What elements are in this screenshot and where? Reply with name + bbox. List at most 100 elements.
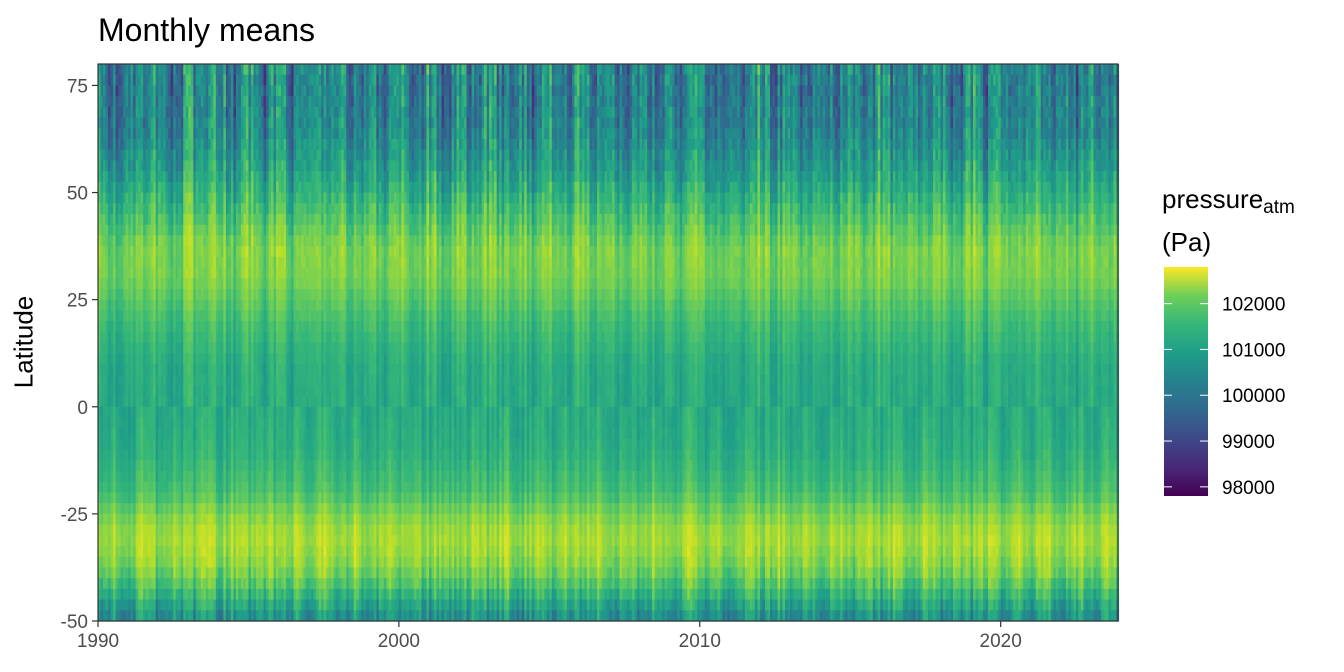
- heatmap-cell: [105, 235, 109, 247]
- heatmap-cell: [105, 267, 109, 279]
- heatmap-cell: [180, 267, 184, 279]
- heatmap-cell: [288, 588, 292, 601]
- heatmap-cell: [215, 428, 219, 440]
- heatmap-cell: [253, 610, 257, 622]
- heatmap-cell: [138, 610, 142, 622]
- heatmap-cell: [108, 492, 112, 504]
- heatmap-cell: [188, 546, 192, 558]
- heatmap-cell: [135, 149, 139, 161]
- heatmap-cell: [253, 138, 257, 151]
- heatmap-cell: [180, 374, 184, 386]
- heatmap-cell: [148, 385, 152, 397]
- heatmap-cell: [165, 246, 169, 258]
- heatmap-cell: [140, 321, 144, 333]
- heatmap-cell: [220, 535, 224, 547]
- heatmap-cell: [183, 556, 187, 569]
- heatmap-cell: [123, 128, 127, 140]
- heatmap-cell: [128, 556, 132, 569]
- heatmap-cell: [170, 138, 174, 151]
- heatmap-cell: [170, 181, 174, 194]
- heatmap-cell: [193, 74, 197, 87]
- heatmap-cell: [245, 535, 250, 547]
- heatmap-cell: [276, 417, 280, 429]
- heatmap-cell: [108, 278, 112, 290]
- heatmap-cell: [228, 546, 232, 558]
- heatmap-cell: [291, 449, 295, 461]
- heatmap-cell: [190, 288, 194, 301]
- heatmap-cell: [248, 460, 252, 472]
- heatmap-cell: [155, 406, 159, 419]
- heatmap-cell: [148, 310, 152, 322]
- heatmap-cell: [128, 288, 132, 301]
- heatmap-cell: [213, 64, 217, 76]
- heatmap-cell: [133, 396, 137, 408]
- heatmap-cell: [258, 128, 262, 140]
- heatmap-cell: [155, 567, 159, 579]
- heatmap-cell: [153, 535, 157, 547]
- heatmap-cell: [276, 246, 280, 258]
- heatmap-cell: [98, 503, 102, 515]
- heatmap-cell: [205, 235, 209, 247]
- heatmap-cell: [218, 428, 222, 440]
- heatmap-cell: [123, 471, 127, 483]
- heatmap-cell: [128, 128, 132, 140]
- heatmap-cell: [168, 588, 172, 601]
- heatmap-cell: [271, 460, 275, 472]
- heatmap-cell: [255, 256, 260, 269]
- heatmap-cell: [175, 171, 179, 183]
- heatmap-cell: [208, 449, 212, 461]
- heatmap-cell: [301, 181, 305, 194]
- heatmap-cell: [230, 117, 234, 129]
- heatmap-cell: [98, 535, 102, 547]
- heatmap-cell: [188, 331, 192, 344]
- heatmap-cell: [173, 599, 177, 611]
- heatmap-cell: [278, 503, 282, 515]
- heatmap-cell: [271, 492, 275, 504]
- heatmap-cell: [115, 160, 119, 172]
- heatmap-cell: [123, 117, 127, 129]
- heatmap-cell: [135, 567, 139, 579]
- heatmap-cell: [281, 546, 285, 558]
- heatmap-cell: [183, 331, 187, 344]
- heatmap-cell: [225, 117, 229, 129]
- heatmap-cell: [218, 96, 222, 108]
- heatmap-cell: [281, 460, 285, 472]
- heatmap-cell: [215, 556, 219, 569]
- heatmap-cell: [245, 353, 250, 365]
- heatmap-cell: [220, 556, 224, 569]
- heatmap-cell: [238, 96, 242, 108]
- heatmap-cell: [288, 246, 292, 258]
- heatmap-cell: [200, 203, 204, 215]
- heatmap-cell: [225, 149, 229, 161]
- heatmap-cell: [208, 171, 212, 183]
- heatmap-cell: [265, 213, 270, 226]
- heatmap-cell: [203, 353, 207, 365]
- heatmap-cell: [105, 106, 109, 119]
- heatmap-cell: [258, 363, 262, 376]
- heatmap-cell: [128, 481, 132, 494]
- heatmap-cell: [210, 599, 214, 611]
- heatmap-cell: [170, 85, 174, 97]
- heatmap-cell: [240, 267, 245, 279]
- heatmap-cell: [248, 588, 252, 601]
- heatmap-cell: [278, 213, 282, 226]
- heatmap-cell: [160, 353, 164, 365]
- heatmap-cell: [220, 503, 224, 515]
- heatmap-cell: [160, 278, 164, 290]
- heatmap-cell: [155, 203, 159, 215]
- heatmap-cell: [271, 64, 275, 76]
- heatmap-cell: [185, 417, 189, 429]
- heatmap-cell: [143, 224, 147, 236]
- heatmap-cell: [180, 396, 184, 408]
- heatmap-cell: [225, 138, 229, 151]
- heatmap-cell: [158, 246, 162, 258]
- heatmap-cell: [238, 353, 242, 365]
- heatmap-cell: [273, 246, 277, 258]
- heatmap-cell: [268, 428, 272, 440]
- heatmap-cell: [128, 503, 132, 515]
- heatmap-cell: [245, 128, 250, 140]
- heatmap-cell: [273, 363, 277, 376]
- heatmap-cell: [283, 171, 287, 183]
- heatmap-cell: [158, 578, 162, 590]
- heatmap-cell: [130, 106, 134, 119]
